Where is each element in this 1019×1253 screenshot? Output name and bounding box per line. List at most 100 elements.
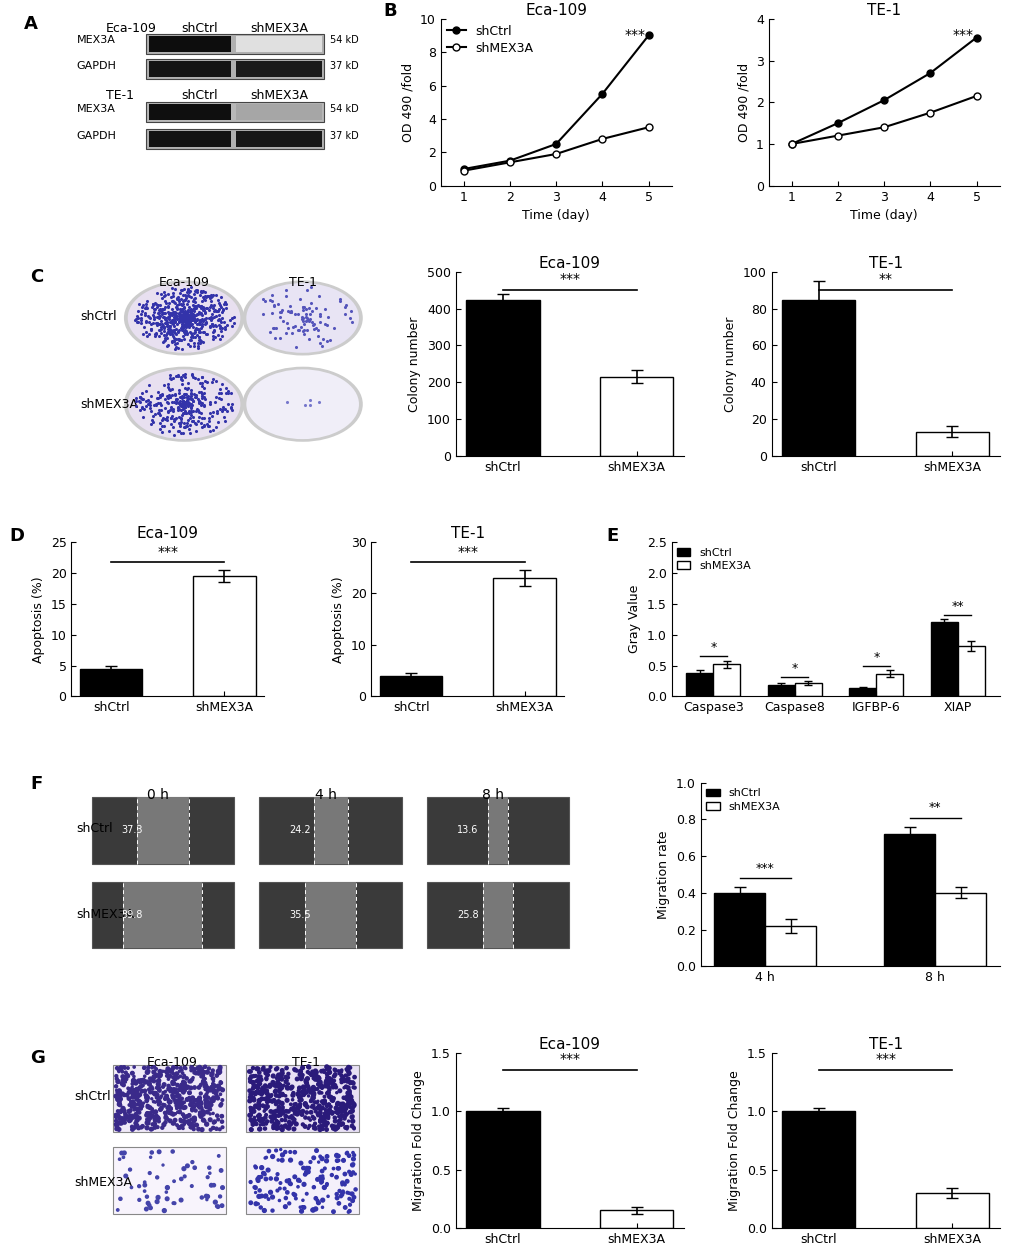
Point bbox=[242, 1088, 258, 1108]
Point bbox=[306, 315, 322, 335]
Point bbox=[198, 287, 214, 307]
Point bbox=[154, 416, 170, 436]
Point bbox=[175, 1083, 192, 1103]
Point bbox=[208, 316, 224, 336]
Point bbox=[269, 1119, 285, 1139]
Point bbox=[315, 1115, 331, 1135]
Point bbox=[168, 297, 184, 317]
Point bbox=[184, 1118, 201, 1138]
Point bbox=[265, 1073, 281, 1093]
Bar bbox=[875, 674, 902, 697]
Point bbox=[172, 368, 189, 388]
Point bbox=[175, 311, 192, 331]
Point bbox=[169, 298, 185, 318]
Point bbox=[157, 1081, 173, 1101]
Point bbox=[149, 1071, 165, 1091]
Point bbox=[196, 1061, 212, 1081]
Point bbox=[173, 318, 190, 338]
Point bbox=[194, 376, 210, 396]
Point bbox=[299, 1103, 315, 1123]
Point bbox=[271, 1083, 287, 1103]
Point bbox=[165, 417, 181, 437]
Point bbox=[201, 416, 217, 436]
Point bbox=[169, 398, 185, 419]
Point bbox=[162, 1081, 178, 1101]
Point bbox=[176, 325, 193, 345]
Point bbox=[166, 312, 182, 332]
Point bbox=[162, 311, 178, 331]
Point bbox=[265, 1118, 281, 1138]
Point bbox=[167, 303, 183, 323]
Point bbox=[291, 1096, 308, 1116]
Point bbox=[290, 1088, 307, 1108]
Point bbox=[183, 395, 200, 415]
Point bbox=[192, 1061, 208, 1081]
Point bbox=[183, 304, 200, 325]
Point bbox=[314, 1167, 330, 1187]
Point bbox=[318, 1175, 334, 1195]
Point bbox=[319, 1105, 335, 1125]
Point bbox=[170, 421, 186, 441]
Point bbox=[343, 1106, 360, 1126]
Point bbox=[148, 1059, 164, 1079]
Point bbox=[210, 316, 226, 336]
Point bbox=[128, 1083, 145, 1103]
Point bbox=[165, 316, 181, 336]
Point bbox=[184, 401, 201, 421]
Point bbox=[175, 308, 192, 328]
Point bbox=[294, 1081, 311, 1101]
Point bbox=[153, 400, 169, 420]
Point bbox=[328, 1145, 344, 1165]
Point bbox=[258, 1169, 274, 1189]
Point bbox=[267, 318, 283, 338]
Point bbox=[176, 1167, 193, 1187]
Point bbox=[180, 306, 197, 326]
Point bbox=[147, 1114, 163, 1134]
Point bbox=[187, 368, 204, 388]
Point bbox=[152, 320, 168, 340]
Point bbox=[125, 1091, 142, 1111]
Point bbox=[189, 398, 205, 419]
Point bbox=[119, 1106, 136, 1126]
Point bbox=[171, 298, 187, 318]
Point bbox=[149, 388, 165, 408]
Point bbox=[145, 411, 161, 431]
Point bbox=[145, 313, 161, 333]
Point bbox=[283, 1099, 300, 1119]
Point bbox=[202, 1099, 218, 1119]
Point bbox=[205, 1075, 221, 1095]
Point bbox=[189, 282, 205, 302]
Point bbox=[171, 312, 187, 332]
Point bbox=[278, 1076, 294, 1096]
Text: B: B bbox=[382, 3, 396, 20]
Point bbox=[218, 377, 234, 397]
Point bbox=[173, 1093, 190, 1113]
Point bbox=[130, 1177, 147, 1197]
Point bbox=[259, 1083, 275, 1103]
Point bbox=[308, 1064, 324, 1084]
Point bbox=[341, 1081, 358, 1101]
shCtrl bbox=[549, 137, 561, 152]
Point bbox=[223, 400, 239, 420]
Point bbox=[341, 1090, 358, 1110]
Point bbox=[174, 1119, 191, 1139]
FancyBboxPatch shape bbox=[149, 104, 231, 120]
Point bbox=[336, 1095, 353, 1115]
Point bbox=[312, 1167, 328, 1187]
Point bbox=[267, 1094, 283, 1114]
Point bbox=[205, 1074, 221, 1094]
Point bbox=[183, 304, 200, 325]
Point bbox=[222, 397, 238, 417]
FancyBboxPatch shape bbox=[123, 882, 202, 949]
Point bbox=[125, 1066, 142, 1086]
Point bbox=[140, 1090, 156, 1110]
Point bbox=[169, 289, 185, 309]
Point bbox=[175, 403, 192, 424]
Point bbox=[131, 1098, 148, 1118]
Point bbox=[176, 1111, 193, 1131]
Point bbox=[150, 1085, 166, 1105]
Point bbox=[155, 316, 171, 336]
Point bbox=[216, 411, 232, 431]
Point bbox=[183, 1118, 200, 1138]
Point bbox=[203, 1065, 219, 1085]
